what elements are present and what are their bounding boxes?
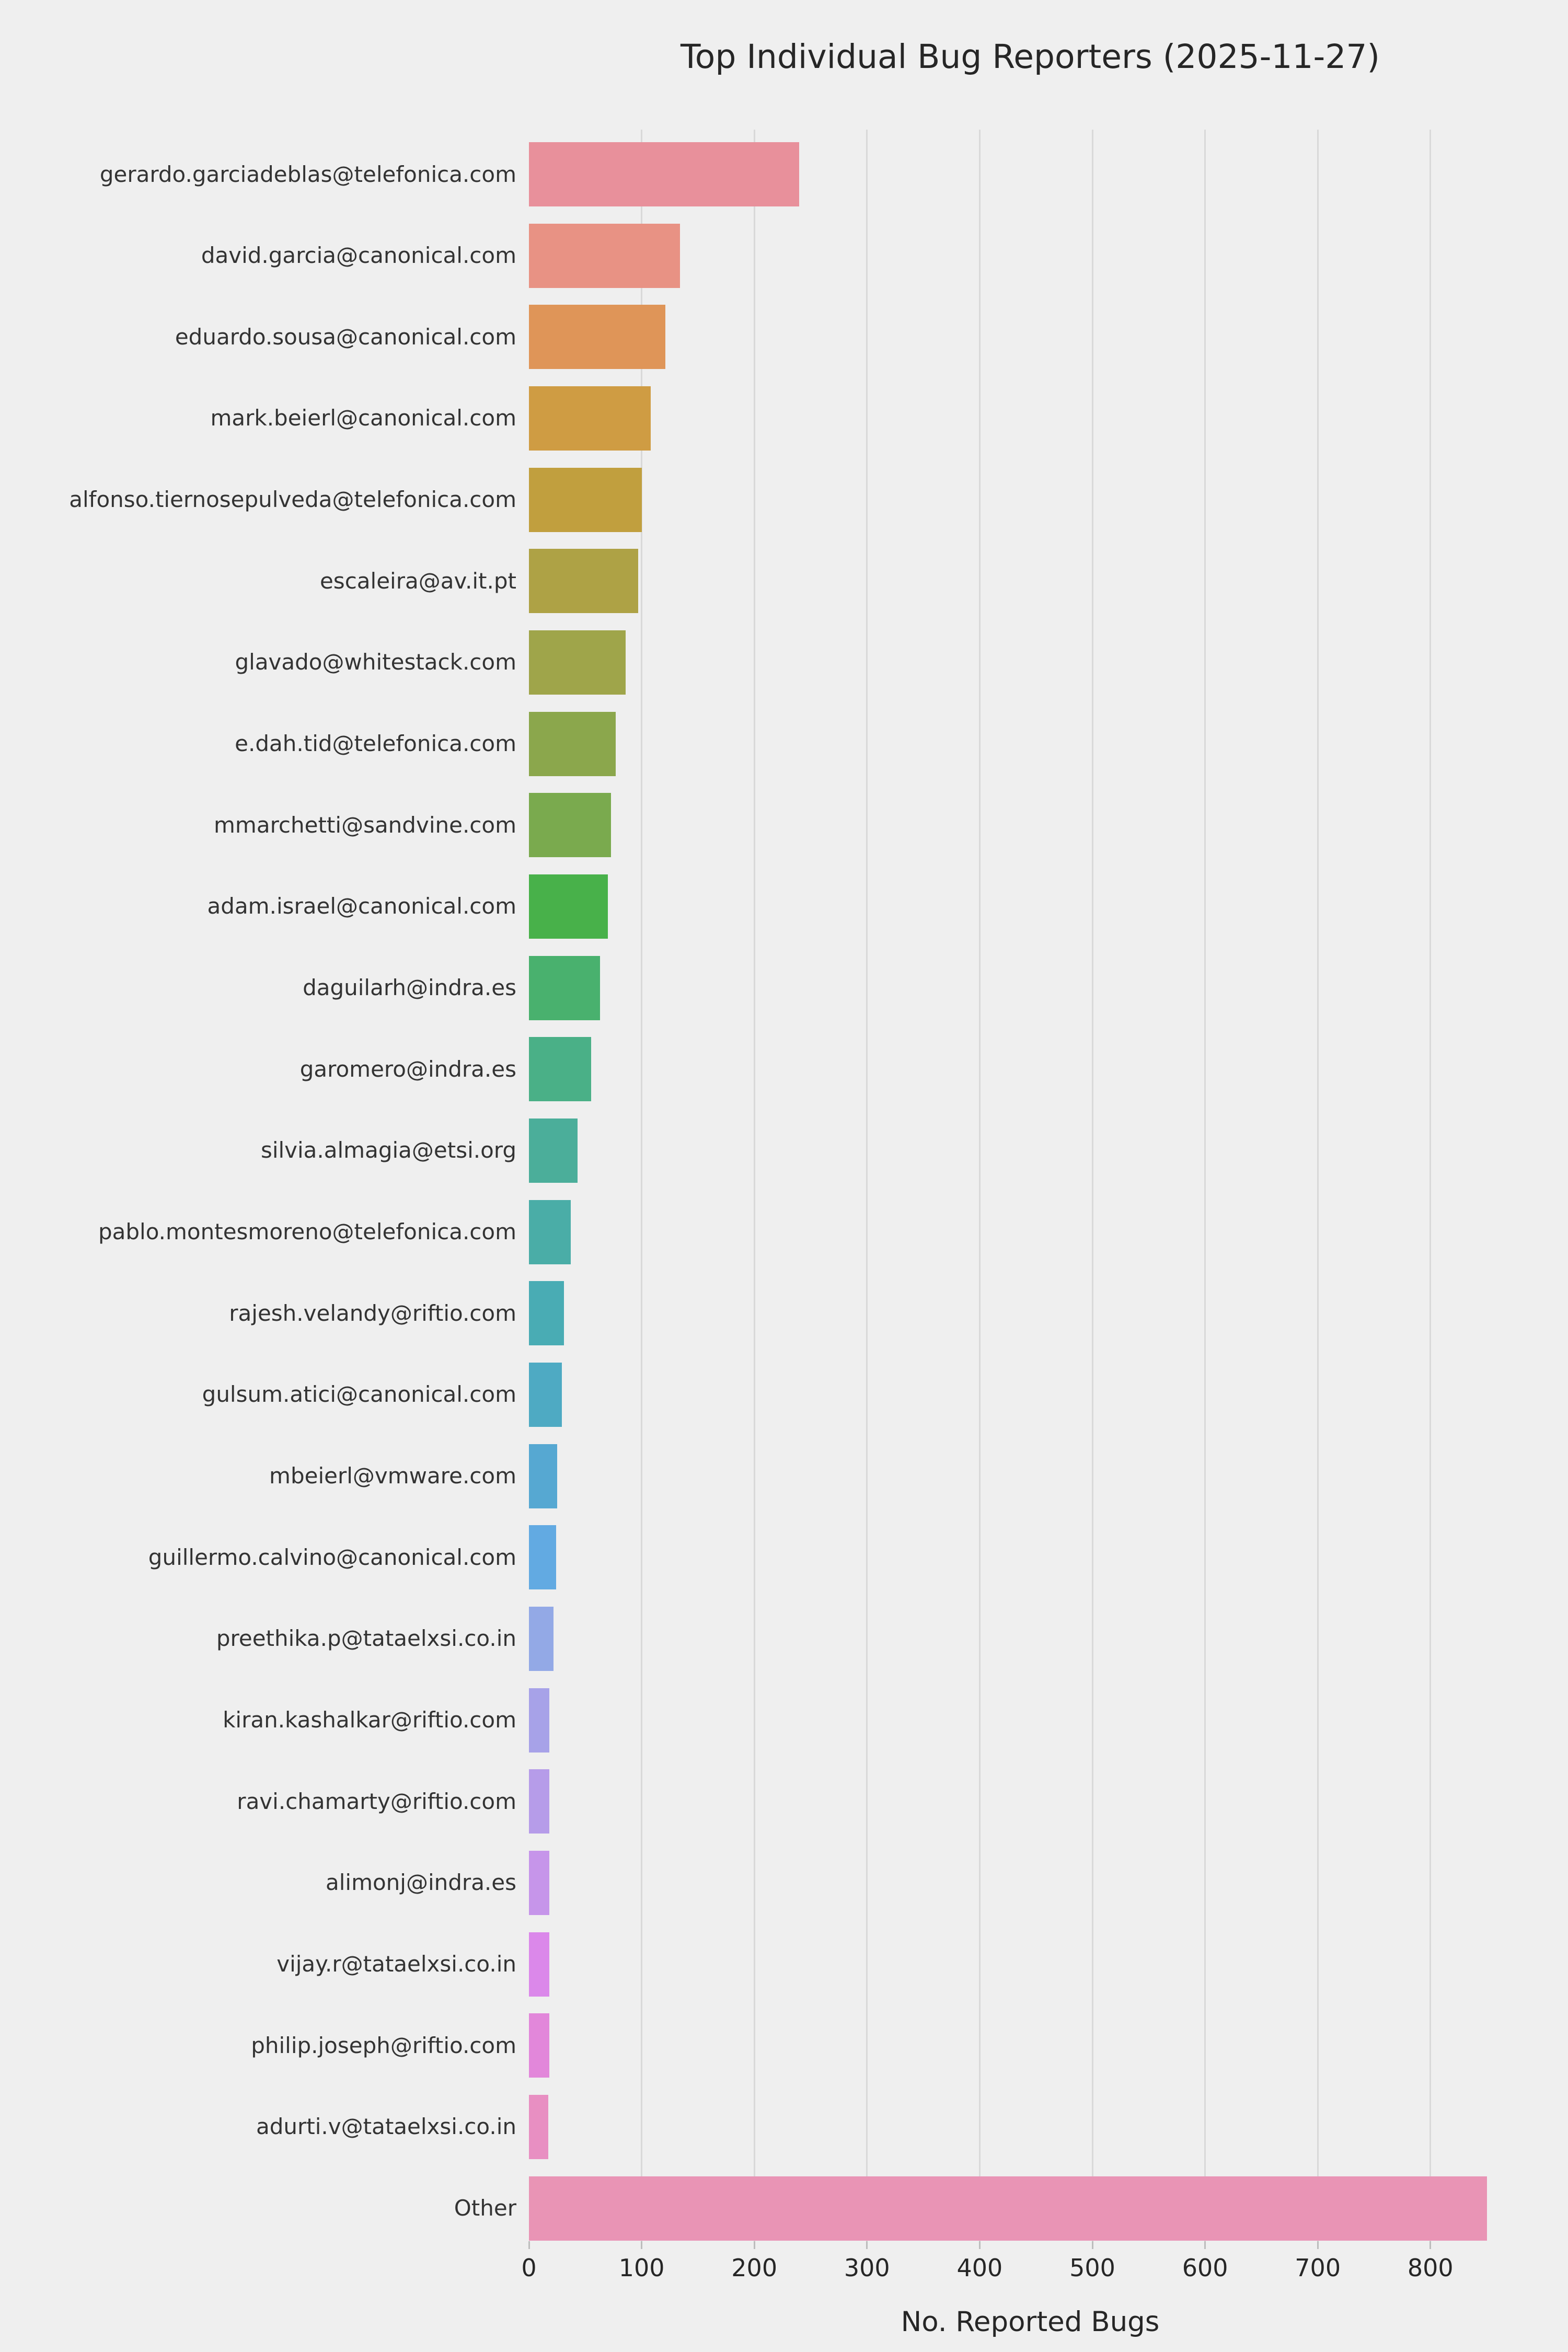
bar	[529, 1932, 549, 1997]
y-tick-label: Other	[454, 2195, 516, 2221]
x-tick-label: 200	[731, 2254, 778, 2282]
y-tick-label: eduardo.sousa@canonical.com	[175, 324, 516, 350]
bar	[529, 1200, 571, 1264]
bar	[529, 1118, 578, 1183]
y-tick-label: mark.beierl@canonical.com	[210, 405, 516, 431]
y-tick-label: glavado@whitestack.com	[235, 649, 516, 675]
bar	[529, 1362, 562, 1427]
bar	[529, 630, 626, 695]
y-tick-label: daguilarh@indra.es	[303, 975, 516, 1001]
chart-title: Top Individual Bug Reporters (2025-11-27…	[681, 38, 1380, 76]
y-tick-label: alimonj@indra.es	[326, 1870, 516, 1896]
bar	[529, 1037, 591, 1102]
gridline-x700	[1317, 130, 1319, 2241]
bar	[529, 1281, 564, 1346]
y-tick-label: ravi.chamarty@riftio.com	[237, 1788, 516, 1814]
y-tick-label: preethika.p@tataelxsi.co.in	[216, 1625, 516, 1652]
y-tick-label: adam.israel@canonical.com	[207, 893, 516, 919]
x-tick-label: 700	[1295, 2254, 1341, 2282]
bar	[529, 1688, 549, 1753]
gridline-x600	[1204, 130, 1206, 2241]
gridline-x100	[641, 130, 643, 2241]
gridline-x800	[1429, 130, 1432, 2241]
x-axis-title: No. Reported Bugs	[901, 2306, 1160, 2338]
x-tick-label: 0	[521, 2254, 537, 2282]
x-tick-label: 800	[1407, 2254, 1454, 2282]
x-tick-label: 300	[844, 2254, 890, 2282]
y-tick-label: mbeierl@vmware.com	[269, 1463, 516, 1489]
gridline-x500	[1091, 130, 1093, 2241]
y-tick-label: gulsum.atici@canonical.com	[202, 1381, 516, 1408]
bar	[529, 1525, 556, 1590]
x-tick-mark	[1317, 2241, 1319, 2249]
y-tick-label: pablo.montesmoreno@telefonica.com	[98, 1219, 516, 1245]
x-tick-label: 100	[618, 2254, 665, 2282]
bar	[529, 711, 616, 776]
bar	[529, 1850, 549, 1915]
y-tick-label: garomero@indra.es	[299, 1056, 516, 1082]
x-tick-label: 400	[956, 2254, 1003, 2282]
y-tick-label: gerardo.garciadeblas@telefonica.com	[99, 161, 516, 187]
bar	[529, 793, 612, 858]
x-tick-label: 500	[1069, 2254, 1115, 2282]
y-tick-label: guillermo.calvino@canonical.com	[148, 1544, 516, 1570]
x-tick-mark	[866, 2241, 868, 2249]
gridline-x200	[753, 130, 755, 2241]
gridline-x400	[978, 130, 981, 2241]
x-tick-mark	[1091, 2241, 1093, 2249]
gridline-x300	[866, 130, 868, 2241]
y-tick-label: david.garcia@canonical.com	[201, 243, 516, 269]
y-tick-label: vijay.r@tataelxsi.co.in	[276, 1951, 516, 1977]
x-tick-label: 600	[1182, 2254, 1228, 2282]
bar	[529, 2013, 549, 2078]
bar	[529, 1769, 549, 1834]
x-tick-mark	[978, 2241, 981, 2249]
y-tick-label: adurti.v@tataelxsi.co.in	[256, 2114, 516, 2140]
y-tick-label: mmarchetti@sandvine.com	[214, 812, 516, 838]
bar	[529, 2094, 548, 2159]
bar	[529, 386, 651, 451]
x-tick-mark	[528, 2241, 530, 2249]
y-tick-label: kiran.kashalkar@riftio.com	[223, 1707, 516, 1733]
y-tick-label: rajesh.velandy@riftio.com	[229, 1300, 516, 1326]
bar	[529, 549, 639, 614]
x-tick-mark	[1204, 2241, 1206, 2249]
bar	[529, 223, 680, 288]
bar	[529, 142, 800, 206]
y-tick-label: silvia.almagia@etsi.org	[260, 1137, 516, 1163]
bar	[529, 1444, 557, 1508]
bar	[529, 874, 608, 939]
y-tick-label: e.dah.tid@telefonica.com	[235, 731, 516, 757]
x-tick-mark	[641, 2241, 643, 2249]
bar	[529, 467, 642, 532]
bar	[529, 2176, 1487, 2241]
x-tick-mark	[753, 2241, 755, 2249]
y-tick-label: alfonso.tiernosepulveda@telefonica.com	[69, 487, 516, 513]
y-tick-label: escaleira@av.it.pt	[319, 568, 516, 594]
x-tick-mark	[1429, 2241, 1432, 2249]
bar	[529, 955, 600, 1020]
bar	[529, 305, 665, 370]
bar	[529, 1606, 554, 1671]
y-tick-label: philip.joseph@riftio.com	[251, 2032, 516, 2058]
